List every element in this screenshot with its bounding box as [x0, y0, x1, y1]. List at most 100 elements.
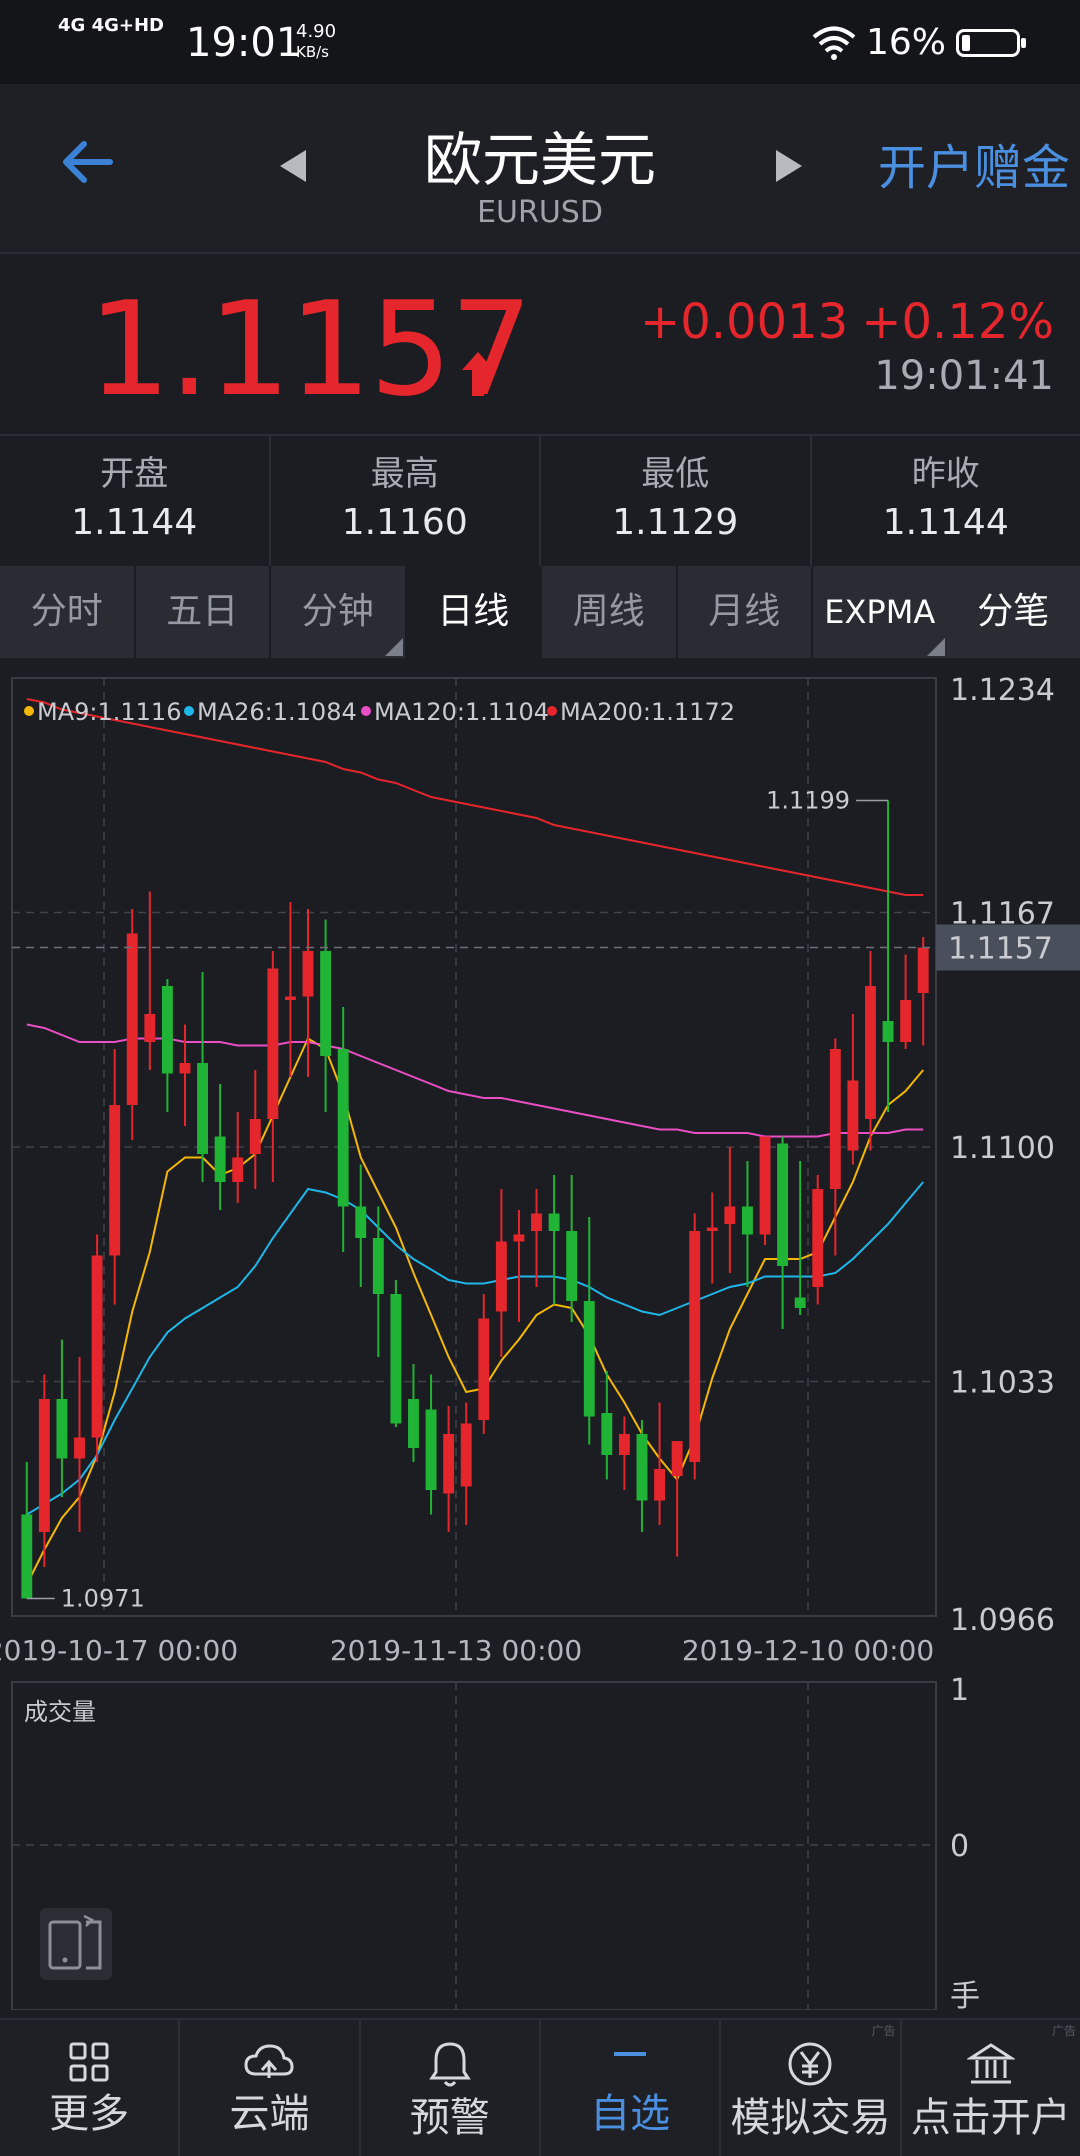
nav-label: 更多: [0, 2092, 178, 2136]
candle-body: [390, 1294, 401, 1424]
tab-label: 分钟: [302, 591, 374, 632]
prev-symbol-button[interactable]: [280, 150, 306, 182]
kline-chart[interactable]: 1.1157 1.1234 1.1167 1.1100 1.1033 1.096…: [0, 660, 1080, 2010]
candle-body: [812, 1189, 823, 1287]
tab-minute[interactable]: 分钟: [271, 566, 407, 658]
candle-body: [513, 1235, 524, 1242]
candle-body: [355, 1207, 366, 1239]
candle-body: [373, 1238, 384, 1294]
y-axis-labels: 1.1234 1.1167 1.1100 1.1033 1.0966: [950, 673, 1055, 1638]
open-account-bonus-link[interactable]: 开户赠金: [878, 140, 1070, 196]
stat-value: 1.1144: [0, 502, 269, 544]
candle-body: [689, 1231, 700, 1462]
status-bar: 4G 4G+HD 19:01 4.90 KB/s 16%: [0, 0, 1080, 84]
current-price-label: 1.1157: [948, 932, 1053, 967]
legend-ma200: MA200:1.1172: [560, 698, 735, 726]
candle-body: [795, 1298, 806, 1309]
quote-time: 19:01:41: [874, 352, 1054, 400]
nav-label: 点击开户: [902, 2096, 1080, 2140]
candle-body: [549, 1214, 560, 1232]
tab-ticks[interactable]: 分笔: [947, 566, 1080, 658]
tab-indicator-expma[interactable]: EXPMA: [813, 566, 947, 658]
tab-monthly[interactable]: 月线: [678, 566, 814, 658]
candle-body: [320, 951, 331, 1056]
volume-label: 成交量: [24, 1698, 96, 1726]
cloud-icon: [242, 2040, 296, 2084]
candle-body: [338, 1049, 349, 1207]
candle-body: [619, 1434, 630, 1455]
candle-body: [672, 1441, 683, 1476]
stat-label: 最低: [541, 454, 810, 494]
candle-body: [180, 1063, 191, 1074]
nav-demo-trading[interactable]: 广告 模拟交易: [721, 2020, 901, 2156]
y-tick-label: 1.1234: [950, 673, 1055, 708]
ad-tag: 广告: [1052, 2022, 1076, 2039]
tab-daily[interactable]: 日线: [407, 566, 543, 658]
nav-label: 模拟交易: [721, 2096, 899, 2140]
candle-body: [267, 969, 278, 1120]
candle-body: [408, 1399, 419, 1448]
nav-watchlist[interactable]: 自选: [541, 2020, 721, 2156]
tab-label: EXPMA: [824, 593, 935, 631]
stat-label: 开盘: [0, 454, 269, 494]
candle-body: [215, 1137, 226, 1183]
candle-body: [742, 1207, 753, 1235]
candle-body: [232, 1158, 243, 1183]
tab-intraday[interactable]: 分时: [0, 566, 136, 658]
battery-icon: [956, 29, 1020, 57]
symbol-code: EURUSD: [340, 196, 740, 230]
price-change-percent: +0.12%: [861, 294, 1054, 350]
network-indicator: 4G 4G+HD: [58, 16, 164, 36]
nav-alerts[interactable]: 预警: [361, 2020, 541, 2156]
network-speed: 4.90 KB/s: [296, 22, 336, 62]
rotate-screen-button[interactable]: [40, 1908, 112, 1980]
stat-high: 最高 1.1160: [271, 436, 542, 566]
x-tick-label: 2019-12-10 00:00: [682, 1634, 934, 1667]
nav-more[interactable]: 更多: [0, 2020, 180, 2156]
nav-label: 云端: [180, 2092, 358, 2136]
arrow-up-icon: [462, 352, 494, 396]
minus-icon: [608, 2040, 652, 2084]
stat-low: 最低 1.1129: [541, 436, 812, 566]
stat-value: 1.1160: [271, 502, 540, 544]
candle-body: [303, 951, 314, 997]
candle-body: [865, 986, 876, 1119]
candle-body: [601, 1413, 612, 1455]
candle-body: [426, 1410, 437, 1491]
candles: [21, 801, 928, 1599]
bottom-nav: 更多 云端 预警 自选 广告 模拟交易 广告 点击开户: [0, 2018, 1080, 2156]
tab-weekly[interactable]: 周线: [542, 566, 678, 658]
tab-five-day[interactable]: 五日: [136, 566, 272, 658]
stat-label: 昨收: [812, 454, 1080, 494]
rotate-icon: [40, 1908, 112, 1980]
nav-cloud[interactable]: 云端: [180, 2020, 360, 2156]
bank-icon: [967, 2040, 1015, 2088]
candle-body: [443, 1434, 454, 1494]
quote-panel: 1.1157 +0.0013 +0.12% 19:01:41: [0, 254, 1080, 436]
kline-chart-svg[interactable]: 1.1157 1.1234 1.1167 1.1100 1.1033 1.096…: [0, 660, 1080, 2010]
back-button[interactable]: [56, 132, 116, 192]
stat-prev-close: 昨收 1.1144: [812, 436, 1080, 566]
candle-body: [127, 934, 138, 1106]
candle-body: [74, 1438, 85, 1459]
legend-ma9: MA9:1.1116: [37, 698, 181, 726]
candle-body: [724, 1207, 735, 1225]
stat-value: 1.1144: [812, 502, 1080, 544]
battery-percent: 16%: [866, 20, 946, 66]
nav-open-account[interactable]: 广告 点击开户: [902, 2020, 1080, 2156]
volume-axis-max: 1: [950, 1673, 969, 1708]
candle-body: [21, 1515, 32, 1599]
next-symbol-button[interactable]: [776, 150, 802, 182]
candle-body: [496, 1242, 507, 1312]
candle-body: [847, 1081, 858, 1151]
legend-dot-ma120: [361, 706, 371, 716]
legend-ma120: MA120:1.1104: [374, 698, 549, 726]
stat-label: 最高: [271, 454, 540, 494]
volume-axis-zero: 0: [950, 1829, 969, 1864]
candle-body: [250, 1119, 261, 1154]
candle-body: [461, 1424, 472, 1487]
volume-axis-unit: 手: [950, 1979, 980, 2010]
page-title: 欧元美元: [340, 128, 740, 192]
price-change: +0.0013: [640, 294, 848, 350]
y-tick-label: 1.1033: [950, 1366, 1055, 1401]
